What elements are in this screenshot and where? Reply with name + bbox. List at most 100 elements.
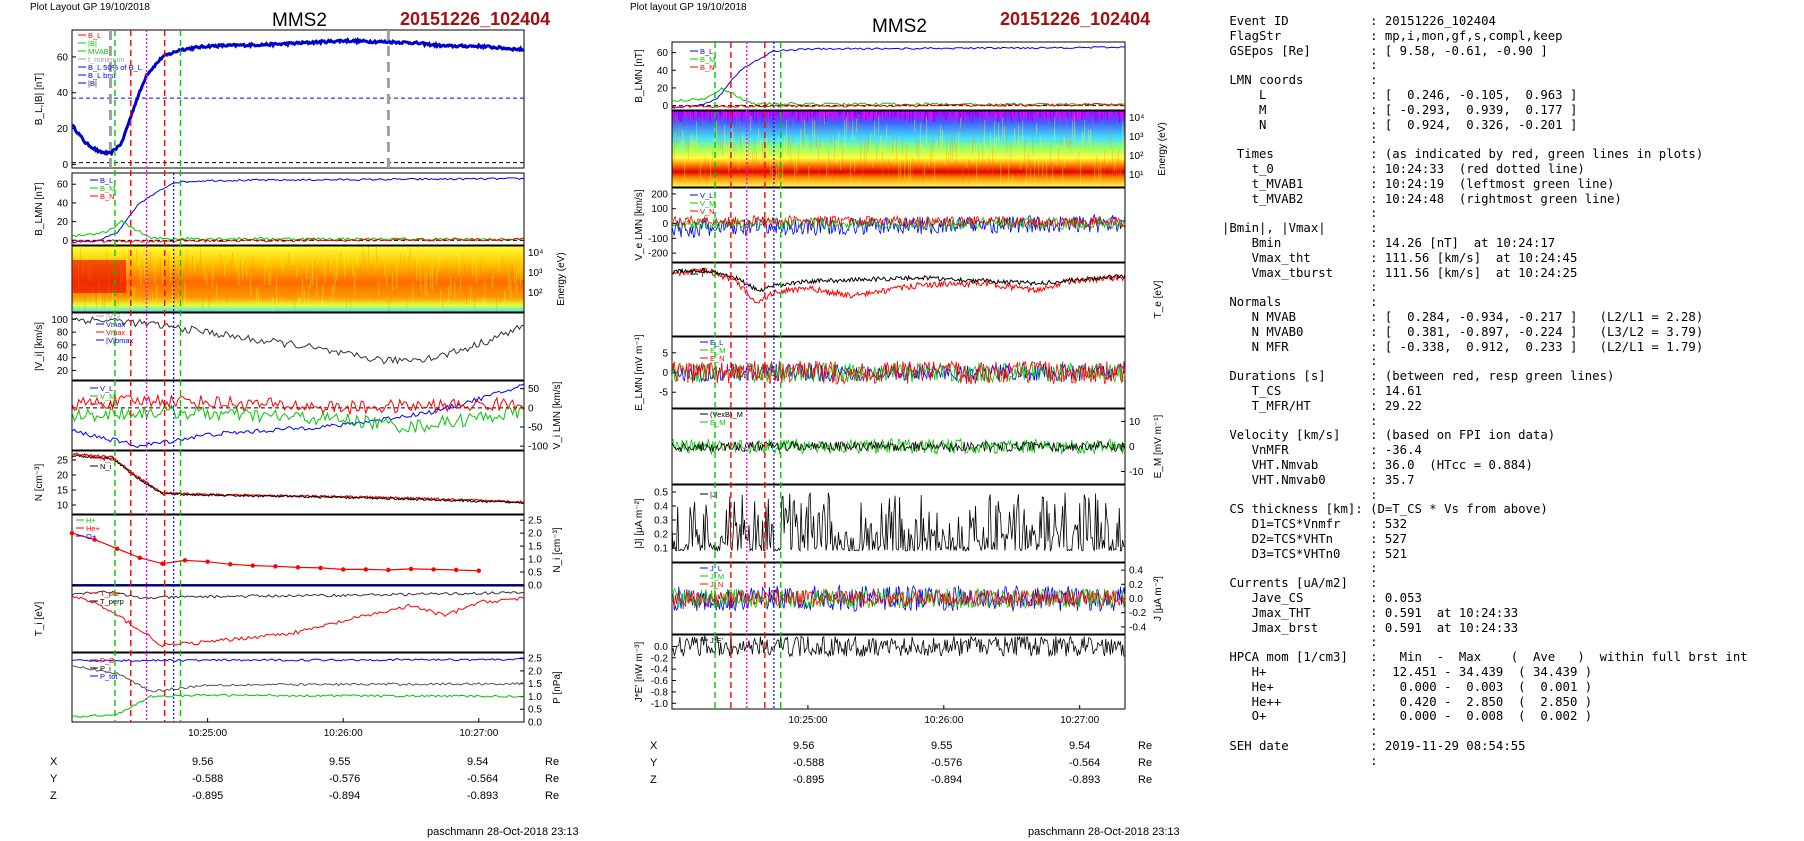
spectrogram-texture: [874, 121, 876, 138]
spectrogram-texture: [894, 140, 896, 165]
spectrogram-texture: [896, 134, 898, 161]
left-panel-blmn-frame: [71, 172, 525, 246]
spectrogram-texture: [709, 111, 711, 123]
spectrogram-texture: [890, 148, 892, 162]
spectrogram-texture: [912, 111, 913, 122]
tick-label: 10: [1129, 417, 1141, 428]
spectrogram-texture: [944, 152, 946, 165]
spectrogram-texture: [973, 111, 975, 115]
spectrogram-texture: [436, 269, 438, 286]
tick-label: 10¹: [1129, 170, 1144, 181]
coord-value: 9.54: [1069, 740, 1091, 752]
info-line: :: [1222, 206, 1378, 221]
spectrogram-texture: [900, 151, 902, 177]
spectrogram-texture: [1106, 150, 1108, 166]
spectrogram-texture: [282, 249, 284, 275]
spectrogram-texture: [742, 111, 744, 114]
spectrogram-texture: [942, 130, 944, 146]
spectrogram-texture: [880, 135, 882, 164]
coord-unit: Re: [545, 756, 560, 768]
spectrogram-texture: [924, 146, 926, 176]
spectrogram-texture: [172, 285, 174, 305]
tick-label: 0: [662, 219, 668, 230]
spectrogram-texture: [1032, 129, 1034, 155]
spectrogram-texture: [140, 268, 142, 286]
spectrogram-texture: [975, 111, 976, 117]
legend-label: B_M: [700, 55, 715, 64]
spectrogram-texture: [308, 284, 310, 307]
spectrogram-texture: [715, 111, 717, 122]
spectrogram-texture: [990, 111, 991, 114]
spectrogram-texture: [146, 260, 148, 285]
tick-label: 0.0: [528, 718, 542, 729]
spectrogram-texture: [184, 283, 186, 307]
spectrogram-texture: [847, 111, 849, 122]
spectrogram-texture: [1074, 113, 1076, 142]
spectrogram-texture: [807, 111, 808, 122]
left-panel-n-frame: [71, 450, 525, 515]
time-tick-label: 10:27:00: [459, 728, 498, 739]
spectrogram-texture: [960, 111, 961, 118]
axis-label: |V_i| [km/s]: [34, 322, 45, 371]
spectrogram-texture: [682, 129, 684, 148]
series-tperp: [71, 590, 525, 600]
spectrogram-texture: [760, 111, 762, 113]
spectrogram-texture: [492, 275, 494, 289]
series-em: [671, 361, 1126, 384]
spectrogram-texture: [1076, 157, 1078, 173]
data-point: [115, 546, 120, 551]
spectrogram-texture: [200, 248, 202, 270]
series-b-abs: [71, 36, 525, 157]
spectrogram-texture: [907, 111, 909, 120]
spectrogram-texture: [728, 142, 730, 173]
spectrogram-texture: [776, 167, 778, 180]
spectrogram-texture: [758, 128, 760, 148]
coord-value: -0.895: [192, 790, 224, 802]
spectrogram-texture: [918, 111, 919, 114]
spectrogram-texture: [961, 111, 963, 117]
spectrogram-texture: [818, 145, 820, 175]
spectrogram-texture: [136, 247, 138, 261]
spectrogram-texture: [1108, 125, 1110, 141]
axis-label: B_L,|B| [nT]: [34, 73, 45, 126]
spectrogram-texture: [855, 111, 856, 118]
spectrogram-texture: [516, 270, 518, 295]
legend-label: T_par: [100, 589, 120, 598]
spectrogram-texture: [196, 261, 198, 278]
tick-label: 200: [651, 189, 668, 200]
legend-label: P_i: [100, 664, 111, 673]
spectrogram-texture: [1100, 158, 1102, 182]
info-line: L : [ 0.246, -0.105, 0.963 ]: [1222, 87, 1578, 102]
legend-label: B_N: [700, 63, 715, 72]
tick-label: 60: [57, 340, 69, 351]
legend-label: J_N: [710, 580, 723, 589]
spectrogram-texture: [798, 111, 799, 122]
spectrogram-texture: [150, 251, 152, 277]
spectrogram-texture: [518, 265, 520, 279]
spectrogram-texture: [408, 255, 410, 274]
tick-label: -0.2: [651, 653, 669, 664]
info-line: He+ : 0.000 - 0.003 ( 0.001 ): [1222, 679, 1593, 694]
spectrogram-texture: [832, 165, 834, 184]
spectrogram-texture: [1116, 111, 1117, 115]
spectrogram-texture: [768, 116, 770, 143]
spectrogram-texture: [288, 252, 290, 264]
info-line: Normals :: [1222, 295, 1378, 310]
legend-label: (VexB)_M: [710, 410, 743, 419]
spectrogram-texture: [210, 293, 212, 305]
coord-value: -0.893: [1069, 774, 1101, 786]
spectrogram-texture: [676, 117, 678, 147]
spectrogram-texture: [852, 111, 853, 121]
coord-value: -0.894: [931, 774, 963, 786]
coord-label: Y: [650, 757, 658, 769]
legend-label: P_B: [100, 656, 114, 665]
spectrogram-texture: [228, 282, 230, 294]
info-line: :: [1222, 413, 1378, 428]
spectrogram-texture: [1051, 111, 1053, 114]
spectrogram-texture: [998, 122, 1000, 142]
spectrogram-texture: [466, 287, 468, 305]
coord-value: 9.55: [931, 740, 953, 752]
spectrogram-texture: [312, 260, 314, 286]
spectrogram-texture: [930, 111, 931, 123]
spectrogram-texture: [685, 111, 687, 116]
